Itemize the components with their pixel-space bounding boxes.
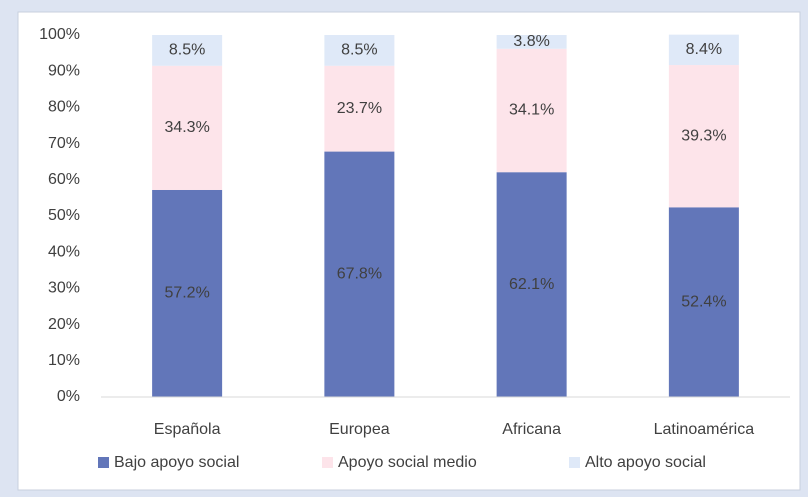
- legend-label: Alto apoyo social: [585, 454, 706, 471]
- value-label: 67.8%: [337, 266, 382, 283]
- value-label: 8.5%: [169, 42, 205, 59]
- x-tick-label: Latinoamérica: [654, 421, 755, 438]
- value-label: 8.5%: [341, 42, 377, 59]
- bar-segment: [152, 189, 223, 397]
- bar-segment: [152, 65, 223, 190]
- value-label: 8.4%: [686, 41, 722, 58]
- bar-segment: [324, 35, 395, 66]
- y-tick-label: 10%: [48, 352, 80, 369]
- y-tick-label: 100%: [39, 26, 80, 43]
- bar-segment: [496, 35, 567, 49]
- value-label: 52.4%: [681, 293, 726, 310]
- y-tick-label: 90%: [48, 62, 80, 79]
- y-tick-label: 80%: [48, 99, 80, 116]
- bar-segment: [668, 65, 739, 208]
- bar-segment: [668, 34, 739, 66]
- legend-swatch: [98, 457, 109, 468]
- bar-segment: [324, 65, 395, 152]
- value-label: 34.3%: [164, 119, 209, 136]
- y-tick-label: 30%: [48, 280, 80, 297]
- y-tick-label: 20%: [48, 316, 80, 333]
- x-tick-label: Africana: [502, 421, 561, 438]
- y-tick-label: 0%: [57, 388, 80, 405]
- y-tick-label: 50%: [48, 207, 80, 224]
- value-label: 62.1%: [509, 276, 554, 293]
- bar-segment: [668, 207, 739, 397]
- y-tick-label: 70%: [48, 135, 80, 152]
- y-tick-label: 60%: [48, 171, 80, 188]
- bar-segment: [152, 35, 223, 66]
- bar-segment: [496, 48, 567, 173]
- legend-label: Apoyo social medio: [338, 454, 477, 471]
- value-label: 23.7%: [337, 100, 382, 117]
- value-label: 57.2%: [164, 285, 209, 302]
- legend-swatch: [569, 457, 580, 468]
- value-label: 3.8%: [513, 33, 549, 50]
- legend-swatch: [322, 457, 333, 468]
- x-tick-label: Española: [154, 421, 221, 438]
- value-label: 34.1%: [509, 102, 554, 119]
- bar-segment: [496, 172, 567, 397]
- legend-label: Bajo apoyo social: [114, 454, 239, 471]
- y-tick-label: 40%: [48, 243, 80, 260]
- bar-segment: [324, 151, 395, 397]
- value-label: 39.3%: [681, 127, 726, 144]
- x-tick-label: Europea: [329, 421, 390, 438]
